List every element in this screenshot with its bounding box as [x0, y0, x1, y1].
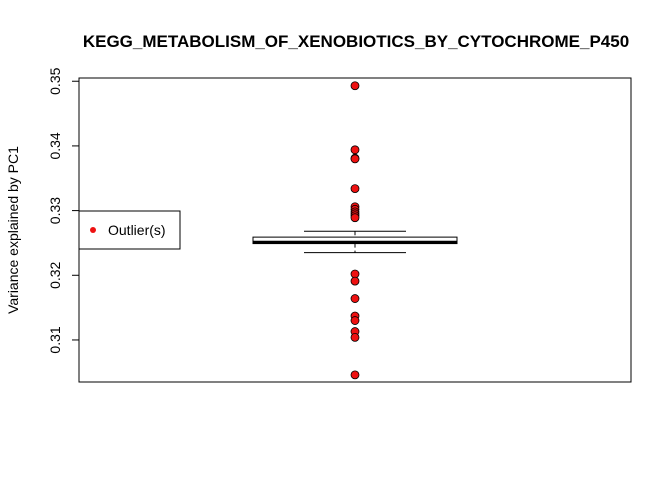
y-tick-label: 0.32 — [47, 261, 63, 288]
legend: Outlier(s) — [78, 210, 181, 250]
y-axis: 0.31 0.32 0.33 0.34 0.35 — [47, 67, 79, 354]
y-tick-label: 0.31 — [47, 326, 63, 353]
chart-title: KEGG_METABOLISM_OF_XENOBIOTICS_BY_CYTOCH… — [83, 32, 629, 51]
outlier-point — [350, 276, 360, 286]
boxplot — [252, 230, 458, 254]
outlier-point — [350, 213, 360, 223]
legend-marker — [90, 227, 96, 233]
outlier-point — [350, 184, 360, 194]
y-tick-label: 0.33 — [47, 197, 63, 224]
legend-label: Outlier(s) — [108, 222, 166, 238]
y-tick-label: 0.35 — [47, 67, 63, 94]
outlier-point — [350, 294, 360, 303]
outlier-point — [350, 332, 360, 342]
outlier-point — [350, 145, 360, 155]
outliers — [350, 81, 360, 380]
y-axis-label: Variance explained by PC1 — [5, 146, 21, 314]
outlier-point — [350, 316, 360, 325]
y-tick-label: 0.34 — [47, 132, 63, 159]
outlier-point — [350, 81, 360, 91]
outlier-point — [350, 154, 360, 164]
outlier-point — [350, 370, 360, 380]
